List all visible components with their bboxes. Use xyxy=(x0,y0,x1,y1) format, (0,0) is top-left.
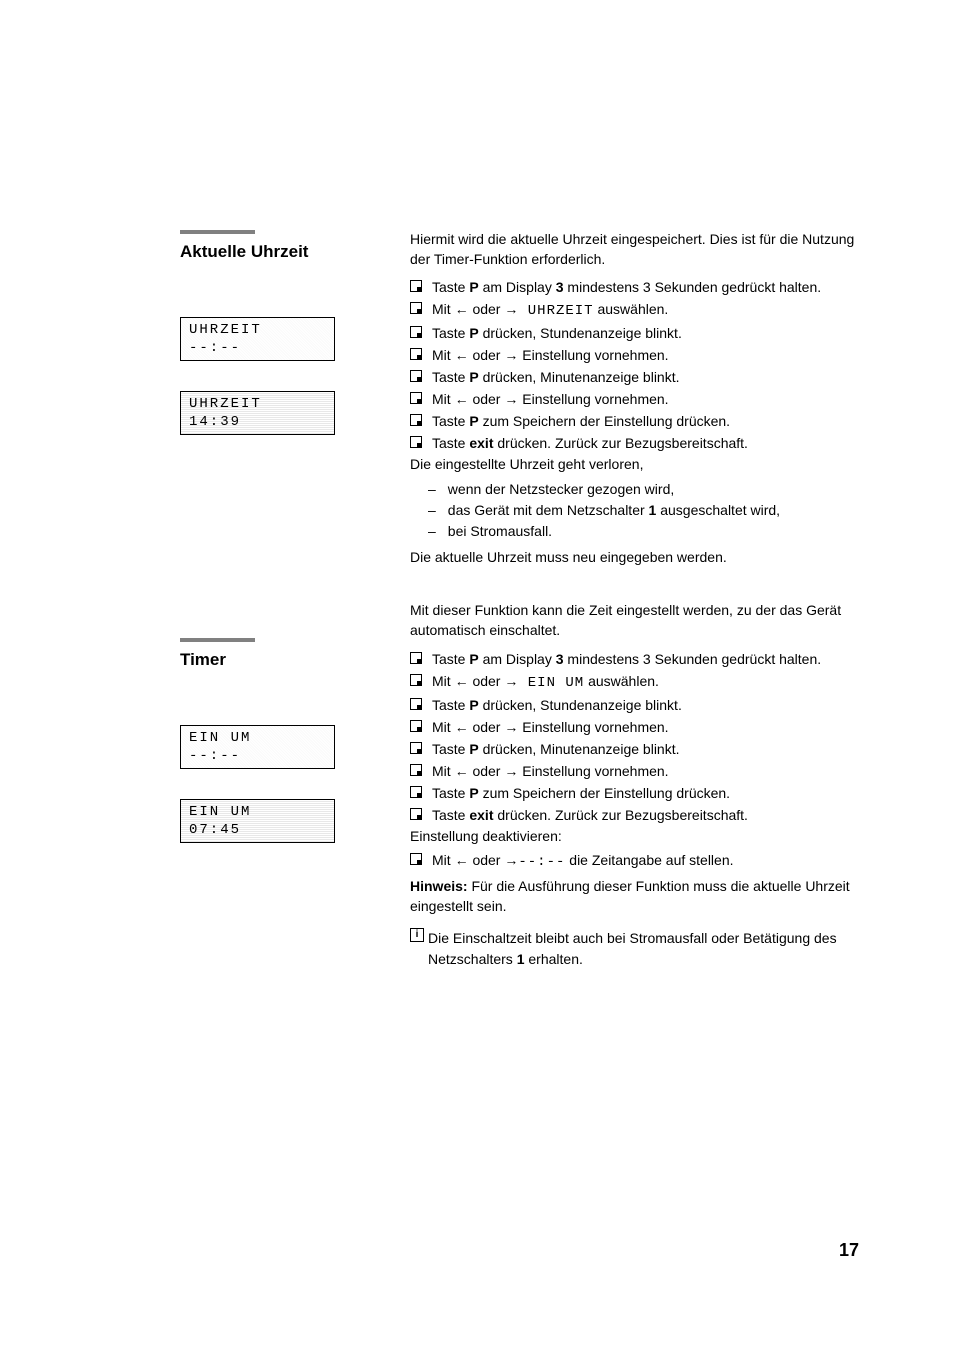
step-item: Taste P am Display 3 mindestens 3 Sekund… xyxy=(410,649,859,670)
lcd-display-timer-empty: EIN UM --:-- xyxy=(180,725,335,769)
section2-deact: Mit ← oder →--:-- die Zeitangabe auf ste… xyxy=(410,850,859,873)
checkbox-bullet-icon xyxy=(410,853,422,865)
page-content: Aktuelle Uhrzeit UHRZEIT --:-- UHRZEIT 1… xyxy=(180,230,859,970)
section2-intro: Mit dieser Funktion kann die Zeit einges… xyxy=(410,601,859,640)
step-item: Taste P zum Speichern der Einstellung dr… xyxy=(410,783,859,804)
dash-item: –bei Stromausfall. xyxy=(410,521,859,542)
checkbox-bullet-icon xyxy=(410,280,422,292)
step-item: Mit ← oder → Einstellung vornehmen. xyxy=(410,389,859,410)
step-text: Taste P am Display 3 mindestens 3 Sekund… xyxy=(432,277,859,298)
checkbox-bullet-icon xyxy=(410,674,422,686)
step-item: Mit ← oder → Einstellung vornehmen. xyxy=(410,345,859,366)
step-item: Taste P drücken, Stundenanzeige blinkt. xyxy=(410,323,859,344)
checkbox-bullet-icon xyxy=(410,698,422,710)
section-bar xyxy=(180,638,255,642)
step-text: Taste exit drücken. Zurück zur Bezugsber… xyxy=(432,805,859,826)
step-item: Taste P drücken, Minutenanzeige blinkt. xyxy=(410,739,859,760)
section1-steps: Taste P am Display 3 mindestens 3 Sekund… xyxy=(410,277,859,454)
step-item: Taste P am Display 3 mindestens 3 Sekund… xyxy=(410,277,859,298)
checkbox-bullet-icon xyxy=(410,808,422,820)
step-item: Taste P zum Speichern der Einstellung dr… xyxy=(410,411,859,432)
section1-left: Aktuelle Uhrzeit UHRZEIT --:-- UHRZEIT 1… xyxy=(180,230,370,435)
lcd-line2: 14:39 xyxy=(189,414,326,430)
step-text: Taste P am Display 3 mindestens 3 Sekund… xyxy=(432,649,859,670)
checkbox-bullet-icon xyxy=(410,370,422,382)
info-icon: i xyxy=(410,928,424,942)
step-text: Mit ← oder →--:-- die Zeitangabe auf ste… xyxy=(432,850,859,873)
section1-after: Die eingestellte Uhrzeit geht verloren, xyxy=(410,455,859,475)
step-text: Mit ← oder → Einstellung vornehmen. xyxy=(432,761,859,782)
step-item: Taste exit drücken. Zurück zur Bezugsber… xyxy=(410,433,859,454)
right-column: Hiermit wird die aktuelle Uhrzeit einges… xyxy=(410,230,859,970)
step-item: Mit ← oder → EIN UM auswählen. xyxy=(410,671,859,694)
lcd-display-uhrzeit-empty: UHRZEIT --:-- xyxy=(180,317,335,361)
step-text: Mit ← oder → UHRZEIT auswählen. xyxy=(432,299,859,322)
step-item: Taste P drücken, Minutenanzeige blinkt. xyxy=(410,367,859,388)
lcd-display-timer-set: EIN UM 07:45 xyxy=(180,799,335,843)
dash-text: das Gerät mit dem Netzschalter 1 ausgesc… xyxy=(448,500,780,521)
dash-bullet-icon: – xyxy=(428,479,436,500)
dash-text: bei Stromausfall. xyxy=(448,521,552,542)
step-item: Mit ← oder → Einstellung vornehmen. xyxy=(410,717,859,738)
step-text: Taste exit drücken. Zurück zur Bezugsber… xyxy=(432,433,859,454)
lcd-line1: UHRZEIT xyxy=(189,322,326,338)
step-text: Mit ← oder → EIN UM auswählen. xyxy=(432,671,859,694)
dash-bullet-icon: – xyxy=(428,500,436,521)
section1-dashes: –wenn der Netzstecker gezogen wird,–das … xyxy=(410,479,859,542)
section2-after: Einstellung deaktivieren: xyxy=(410,827,859,847)
section2-steps: Taste P am Display 3 mindestens 3 Sekund… xyxy=(410,649,859,826)
lcd-line1: UHRZEIT xyxy=(189,396,326,412)
step-text: Mit ← oder → Einstellung vornehmen. xyxy=(432,717,859,738)
step-text: Mit ← oder → Einstellung vornehmen. xyxy=(432,389,859,410)
step-item: Taste P drücken, Stundenanzeige blinkt. xyxy=(410,695,859,716)
step-text: Taste P drücken, Stundenanzeige blinkt. xyxy=(432,323,859,344)
checkbox-bullet-icon xyxy=(410,348,422,360)
step-item: Mit ← oder →--:-- die Zeitangabe auf ste… xyxy=(410,850,859,873)
checkbox-bullet-icon xyxy=(410,326,422,338)
section2-left: Timer EIN UM --:-- EIN UM 07:45 xyxy=(180,638,370,843)
section2-hinweis: Hinweis: Für die Ausführung dieser Funkt… xyxy=(410,877,859,916)
checkbox-bullet-icon xyxy=(410,436,422,448)
section2-heading: Timer xyxy=(180,650,370,670)
dash-text: wenn der Netzstecker gezogen wird, xyxy=(448,479,674,500)
step-text: Taste P zum Speichern der Einstellung dr… xyxy=(432,411,859,432)
step-item: Mit ← oder → Einstellung vornehmen. xyxy=(410,761,859,782)
hinweis-label: Hinweis: xyxy=(410,878,468,894)
checkbox-bullet-icon xyxy=(410,786,422,798)
lcd-line2: --:-- xyxy=(189,340,326,356)
step-item: Taste exit drücken. Zurück zur Bezugsber… xyxy=(410,805,859,826)
lcd-line1: EIN UM xyxy=(189,804,326,820)
lcd-line2: --:-- xyxy=(189,748,326,764)
checkbox-bullet-icon xyxy=(410,764,422,776)
checkbox-bullet-icon xyxy=(410,392,422,404)
section1-closing: Die aktuelle Uhrzeit muss neu eingegeben… xyxy=(410,548,859,568)
dash-item: –das Gerät mit dem Netzschalter 1 ausges… xyxy=(410,500,859,521)
lcd-display-uhrzeit-set: UHRZEIT 14:39 xyxy=(180,391,335,435)
checkbox-bullet-icon xyxy=(410,720,422,732)
section1-heading: Aktuelle Uhrzeit xyxy=(180,242,370,262)
dash-bullet-icon: – xyxy=(428,521,436,542)
lcd-line1: EIN UM xyxy=(189,730,326,746)
step-text: Mit ← oder → Einstellung vornehmen. xyxy=(432,345,859,366)
page-number: 17 xyxy=(839,1240,859,1261)
section2-info: i Die Einschaltzeit bleibt auch bei Stro… xyxy=(410,928,859,970)
checkbox-bullet-icon xyxy=(410,302,422,314)
checkbox-bullet-icon xyxy=(410,742,422,754)
section1-intro: Hiermit wird die aktuelle Uhrzeit einges… xyxy=(410,230,859,269)
hinweis-text: Für die Ausführung dieser Funktion muss … xyxy=(410,878,850,914)
section-bar xyxy=(180,230,255,234)
checkbox-bullet-icon xyxy=(410,652,422,664)
step-text: Taste P drücken, Stundenanzeige blinkt. xyxy=(432,695,859,716)
checkbox-bullet-icon xyxy=(410,414,422,426)
dash-item: –wenn der Netzstecker gezogen wird, xyxy=(410,479,859,500)
info-text: Die Einschaltzeit bleibt auch bei Stroma… xyxy=(428,928,859,970)
step-text: Taste P drücken, Minutenanzeige blinkt. xyxy=(432,367,859,388)
step-text: Taste P drücken, Minutenanzeige blinkt. xyxy=(432,739,859,760)
left-column: Aktuelle Uhrzeit UHRZEIT --:-- UHRZEIT 1… xyxy=(180,230,370,970)
step-text: Taste P zum Speichern der Einstellung dr… xyxy=(432,783,859,804)
step-item: Mit ← oder → UHRZEIT auswählen. xyxy=(410,299,859,322)
lcd-line2: 07:45 xyxy=(189,822,326,838)
